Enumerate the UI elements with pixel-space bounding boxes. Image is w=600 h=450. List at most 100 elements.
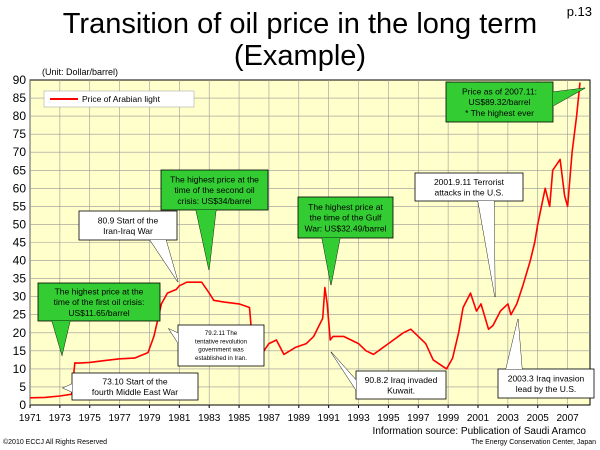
title-line-1: Transition of oil price in the long term [62,8,538,40]
y-tick-label: 85 [13,91,27,105]
x-tick-label: 2001 [467,413,490,424]
x-tick-label: 1973 [49,413,72,424]
callout-text-line: fourth Middle East War [92,387,178,397]
callout-text-line: tentative revolution [195,338,247,345]
x-tick-label: 2007 [556,413,579,424]
y-tick-label: 20 [13,326,27,340]
callout-pointer-fill [478,201,495,297]
x-tick-label: 1981 [168,413,191,424]
callout-pointer-fill [506,319,522,369]
x-tick-label: 1999 [437,413,460,424]
y-tick-label: 10 [13,362,27,376]
callout-pointer-fill [322,238,340,285]
callout-text-line: 2003.3 Iraq invasion [508,373,585,383]
callout-text-line: The highest price at the [170,174,259,184]
callout-pointer-fill [52,321,70,355]
callout-text-line: crisis: US$34/barrel [177,196,251,206]
legend-label: Price of Arabian light [82,94,161,104]
title-line-2: (Example) [233,40,367,72]
callout-text-line: 90.8.2 Iraq invaded [365,375,438,385]
page-title: Transition of oil price in the long term… [0,8,600,72]
page-number: p.13 [566,4,592,19]
callout-box [71,372,199,401]
y-tick-label: 25 [13,308,27,322]
x-tick-label: 1971 [19,413,42,424]
series-line-arabian-light [29,82,581,399]
y-tick-label: 60 [13,181,27,195]
copyright: ©2010 ECCJ All Rights Reserved [3,439,107,446]
x-tick-label: 2003 [497,413,520,424]
callout-pointer-fill [169,329,178,343]
organization-name: The Energy Conservation Center, Japan [471,439,596,446]
callout-text-line: Kuwait. [387,386,415,396]
callout-text-line: 79.2.11 The [205,330,238,337]
callout-text-line: * The highest ever [465,108,534,118]
callout-pointer-fill [553,88,585,106]
callout-pointer-fill [150,240,178,282]
callout-text-line: US$11.65/barrel [68,308,129,318]
callout-text-line: attacks in the U.S. [435,188,504,198]
callout-text-line: The highest price at the [55,286,144,296]
information-source: Information source: Publication of Saudi… [372,426,586,437]
x-tick-label: 1975 [79,413,102,424]
y-tick-label: 30 [13,290,27,304]
callout-text-line: time of the first oil crisis: [54,297,145,307]
x-tick-label: 1983 [198,413,221,424]
callout-text-line: 73.10 Start of the [102,376,167,386]
legend-box [43,90,195,108]
callout-text-line: the time of the Gulf [310,213,382,223]
y-tick-label: 50 [13,217,27,231]
x-tick-label: 1977 [108,413,131,424]
callout-box [177,324,265,367]
callout-text-line: established in Iran. [195,355,247,362]
y-tick-label: 55 [13,199,27,213]
y-tick-label: 15 [13,344,27,358]
callout-box [78,210,178,241]
x-tick-label: 1993 [347,413,370,424]
legend: Price of Arabian light [43,90,195,108]
callout-text-line: US$89.32/barrel [469,97,531,107]
callout-text-line: The highest price at [308,202,383,212]
x-tick-label: 2005 [527,413,550,424]
callout-box [297,196,394,239]
y-tick-label: 90 [13,73,27,87]
callout-text-line: War: US$32.49/barrel [305,223,387,233]
callout-box [37,282,161,322]
y-tick-label: 45 [13,236,27,250]
callout-text-line: Price as of 2007.11: [462,86,537,96]
callout-text-line: lead by the U.S. [516,384,576,394]
plot-layer: 0 5 10 15 20 25 30 35 40 45 50 55 60 65 70 75 80 85 90 1971… [13,73,591,424]
callout-box [414,172,524,202]
callout-text-line: 2001.9.11 Terrorist [434,177,505,187]
x-tick-label: 1989 [288,413,311,424]
x-tick-label: 1985 [228,413,251,424]
callout-box [355,370,447,400]
x-tick-label: 1987 [258,413,281,424]
x-tick-label: 1995 [377,413,400,424]
callout-text-line: time of the second oil [174,185,254,195]
callout-pointer-fill [196,210,216,270]
y-tick-label: 0 [19,398,26,412]
x-tick-label: 1991 [318,413,341,424]
callout-pointer-fill [331,352,356,390]
y-tick-label: 40 [13,254,27,268]
callout-box [445,81,554,123]
callout-text-line: Iran-Iraq War [103,226,153,236]
callout-pointer-fill [63,384,72,392]
y-tick-label: 75 [13,127,27,141]
x-tick-label: 1979 [138,413,161,424]
y-tick-label: 80 [13,109,27,123]
callout-box [497,368,595,399]
unit-label: (Unit: Dollar/barrel) [42,67,119,77]
y-tick-label: 5 [19,380,26,394]
